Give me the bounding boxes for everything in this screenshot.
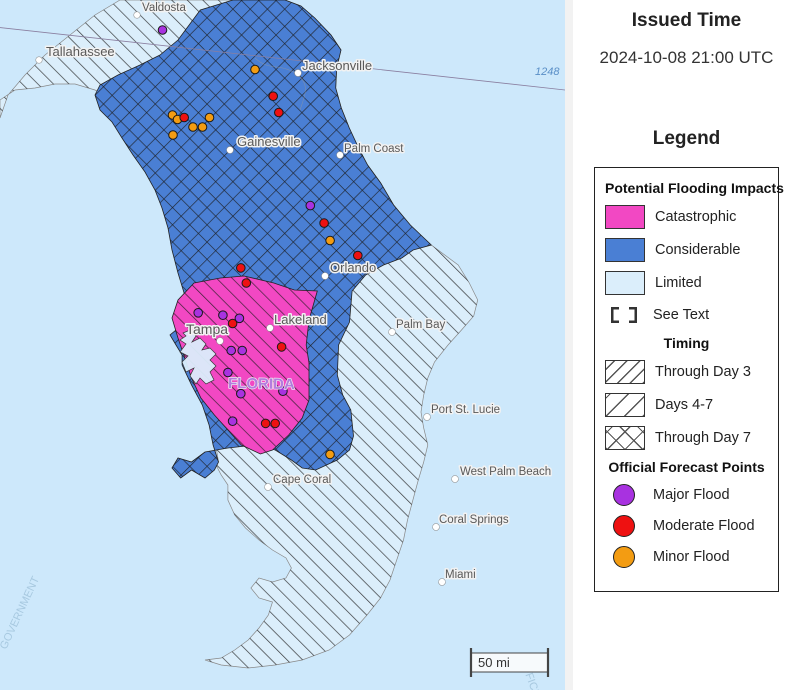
svg-text:Orlando: Orlando <box>330 260 376 275</box>
svg-text:West Palm Beach: West Palm Beach <box>460 466 551 478</box>
svg-text:Palm Bay: Palm Bay <box>396 319 445 331</box>
svg-text:Gainesville: Gainesville <box>237 134 301 149</box>
svg-text:Coral Springs: Coral Springs <box>439 514 509 526</box>
svg-text:Valdosta: Valdosta <box>142 2 187 14</box>
svg-text:GOVERNMENT: GOVERNMENT <box>0 574 42 651</box>
svg-text:Palm Coast: Palm Coast <box>344 143 404 155</box>
svg-text:50 mi: 50 mi <box>478 655 510 670</box>
svg-text:Tallahassee: Tallahassee <box>46 44 115 59</box>
svg-text:FLORIDA: FLORIDA <box>228 375 295 393</box>
svg-text:Lakeland: Lakeland <box>274 312 327 327</box>
svg-text:1248: 1248 <box>535 66 560 78</box>
svg-text:Jacksonville: Jacksonville <box>302 58 372 73</box>
svg-text:Cape Coral: Cape Coral <box>273 474 331 486</box>
svg-text:Port St. Lucie: Port St. Lucie <box>431 404 500 416</box>
svg-text:Tampa: Tampa <box>186 321 228 337</box>
svg-text:Miami: Miami <box>445 569 476 581</box>
